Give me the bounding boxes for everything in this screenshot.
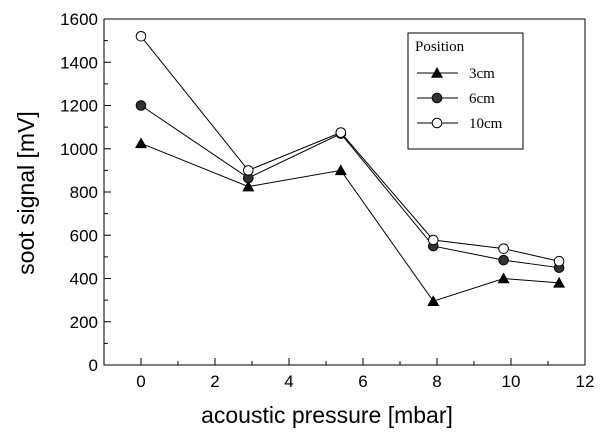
legend-marker	[431, 67, 443, 78]
data-point-10cm	[553, 255, 565, 267]
x-tick-label: 2	[210, 372, 219, 391]
y-axis-ticks: 0 200 400 600 800 1000 1200 1400 1600	[60, 10, 111, 375]
data-point-10cm	[243, 165, 254, 176]
y-tick-label: 400	[70, 270, 98, 289]
legend-entry-3cm: 3cm	[417, 66, 495, 82]
series-line-6cm	[140, 105, 560, 269]
x-axis-title: acoustic pressure [mbar]	[201, 402, 453, 428]
data-point-3cm	[135, 137, 147, 149]
y-tick-label: 0	[89, 356, 98, 375]
legend-marker	[431, 92, 443, 104]
series-10cm	[135, 31, 565, 267]
data-point-3cm	[427, 295, 440, 307]
data-point-6cm	[135, 100, 147, 111]
legend-entry-10cm: 10cm	[417, 116, 503, 132]
x-tick-label: 6	[358, 372, 367, 391]
y-tick-label: 1400	[60, 53, 98, 72]
x-tick-label: 4	[284, 372, 293, 391]
legend: Position 3cm 6cm 10cm	[407, 32, 524, 150]
y-tick-label: 800	[70, 183, 98, 202]
legend-entry-6cm: 6cm	[417, 91, 495, 107]
y-tick-label: 200	[70, 313, 98, 332]
x-axis-ticks: 0 2 4 6 8 10 12	[136, 358, 594, 391]
legend-label: 3cm	[469, 66, 495, 82]
data-point-3cm	[242, 180, 255, 192]
legend-title: Position	[415, 39, 465, 55]
x-tick-label: 0	[136, 372, 145, 391]
series-3cm	[135, 137, 566, 307]
x-tick-label: 10	[502, 372, 521, 391]
y-tick-label: 1600	[60, 10, 98, 29]
series-layer	[135, 31, 566, 307]
y-tick-label: 1200	[60, 97, 98, 116]
data-point-3cm	[334, 164, 347, 176]
series-line-10cm	[140, 35, 560, 262]
data-point-10cm	[428, 234, 439, 246]
legend-box	[407, 32, 524, 150]
data-point-10cm	[498, 243, 509, 254]
series-line-3cm	[140, 142, 560, 302]
legend-label: 10cm	[469, 116, 503, 132]
plot-frame	[103, 18, 586, 366]
data-point-10cm	[335, 127, 347, 138]
x-tick-label: 8	[432, 372, 441, 391]
y-tick-label: 1000	[60, 140, 98, 159]
x-tick-label: 12	[576, 372, 595, 391]
legend-label: 6cm	[469, 91, 495, 107]
y-tick-label: 600	[70, 226, 98, 245]
legend-marker	[431, 117, 443, 129]
data-point-6cm	[498, 254, 509, 266]
data-point-3cm	[553, 276, 566, 288]
data-point-3cm	[497, 272, 510, 284]
data-point-10cm	[135, 31, 147, 42]
y-axis-title: soot signal [mV]	[13, 111, 39, 275]
